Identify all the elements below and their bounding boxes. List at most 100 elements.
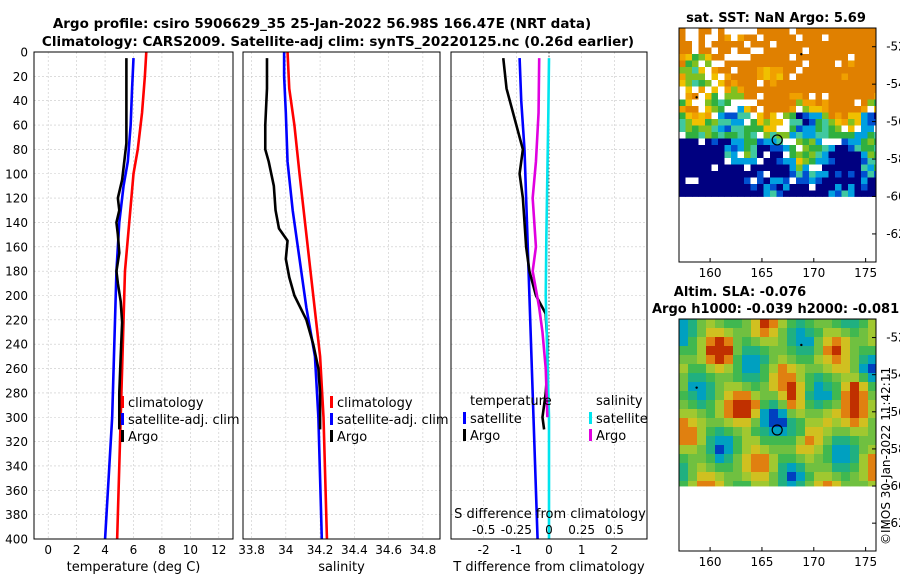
map-cell — [733, 364, 743, 374]
map-cell — [706, 346, 716, 356]
map-cell — [850, 364, 860, 374]
map-cell — [787, 319, 797, 329]
y-tick-label: 360 — [5, 484, 28, 498]
map-cell — [809, 93, 816, 100]
map-cell — [769, 382, 779, 392]
map-cell — [874, 28, 877, 35]
map-cell — [718, 60, 725, 68]
map-cell — [796, 99, 803, 107]
map-cell — [760, 400, 770, 410]
map-cell — [848, 112, 855, 120]
map-cell — [692, 41, 699, 48]
map-cell — [698, 60, 706, 68]
map-cell — [861, 93, 868, 100]
map-cell — [854, 158, 862, 165]
map-cell — [867, 67, 875, 74]
track-point — [695, 96, 698, 99]
map-cell — [868, 355, 877, 365]
map-cell — [861, 47, 868, 55]
map-cell — [705, 132, 712, 139]
map-cell — [718, 171, 725, 178]
map-cell — [731, 54, 738, 61]
map-cell — [718, 34, 725, 42]
map-cell — [778, 409, 788, 419]
sst-map-title: sat. SST: NaN Argo: 5.69 — [686, 11, 866, 26]
map-cell — [698, 67, 706, 74]
map-cell — [688, 364, 698, 374]
map-cell — [705, 184, 712, 191]
map-cell — [783, 106, 790, 113]
map-cell — [692, 171, 699, 178]
map-cell — [778, 427, 788, 437]
map-cell — [814, 445, 824, 455]
map-cell — [724, 73, 732, 81]
map-cell — [778, 481, 788, 487]
map-cell — [859, 337, 869, 347]
map-cell — [776, 125, 784, 133]
map-cell — [737, 184, 745, 191]
map-cell — [867, 34, 875, 42]
map-cell — [850, 373, 860, 383]
map-cell — [757, 151, 764, 159]
map-cell — [832, 346, 842, 356]
map-cell — [763, 80, 771, 87]
map-cell — [742, 454, 752, 464]
map-cell — [809, 125, 816, 133]
map-cell — [814, 400, 824, 410]
map-cell — [822, 67, 829, 74]
map-cell — [750, 138, 758, 146]
map-cell — [744, 164, 751, 172]
map-cell — [835, 112, 842, 120]
map-cell — [850, 445, 860, 455]
map-cell — [763, 151, 771, 159]
map-cell — [770, 171, 777, 178]
map-cell — [750, 28, 758, 35]
map-cell — [868, 391, 877, 401]
map-cell — [783, 177, 790, 185]
map-cell — [787, 481, 797, 487]
map-cell — [861, 164, 868, 172]
map-cell — [787, 373, 797, 383]
map-cell — [760, 328, 770, 338]
map-cell — [711, 171, 719, 178]
map-cell — [859, 445, 869, 455]
map-cell — [724, 138, 732, 146]
map-cell — [814, 382, 824, 392]
map-cell — [815, 86, 823, 94]
map-cell — [750, 80, 758, 87]
map-cell — [688, 445, 698, 455]
map-cell — [697, 400, 707, 410]
map-cell — [778, 382, 788, 392]
map-cell — [724, 112, 732, 120]
map-cell — [751, 373, 761, 383]
x-tick-label: -1 — [510, 543, 522, 557]
map-cell — [679, 346, 689, 356]
map-cell — [724, 80, 732, 87]
map-x-tick-label: 160 — [699, 555, 722, 569]
map-cell — [718, 145, 725, 152]
map-cell — [698, 41, 706, 48]
map-cell — [828, 151, 836, 159]
map-cell — [802, 41, 810, 48]
map-cell — [679, 93, 686, 100]
map-cell — [787, 463, 797, 473]
map-cell — [679, 34, 686, 42]
map-cell — [698, 158, 706, 165]
map-cell — [796, 400, 806, 410]
map-cell — [698, 34, 706, 42]
map-cell — [848, 99, 855, 107]
map-cell — [848, 158, 855, 165]
map-cell — [679, 171, 686, 178]
diff-s-tick-label: -0.25 — [501, 523, 532, 537]
map-cell — [874, 158, 877, 165]
map-cell — [848, 132, 855, 139]
map-cell — [776, 47, 784, 55]
map-cell — [688, 382, 698, 392]
map-cell — [697, 409, 707, 419]
map-cell — [750, 41, 758, 48]
map-cell — [715, 319, 725, 329]
map-cell — [679, 41, 686, 48]
map-cell — [841, 28, 849, 35]
map-cell — [711, 145, 719, 152]
map-cell — [822, 106, 829, 113]
